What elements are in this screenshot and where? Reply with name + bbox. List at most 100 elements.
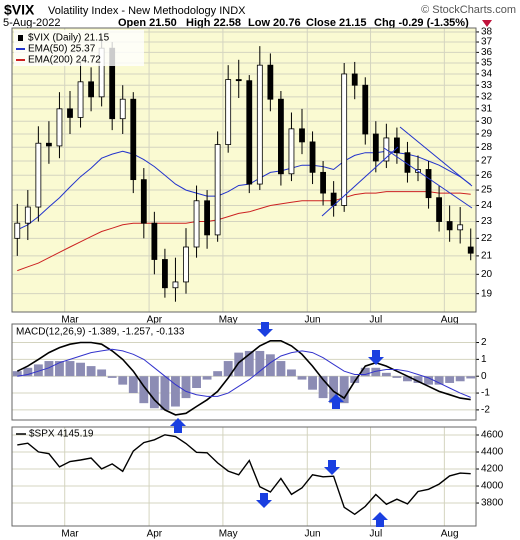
y-tick-label: 24: [481, 200, 493, 211]
histogram-bar: [360, 367, 370, 377]
y-tick-label: 22: [481, 233, 493, 244]
candle-body: [467, 246, 474, 254]
y-tick-label: 35: [481, 58, 493, 69]
y-tick-label: 36: [481, 47, 493, 58]
candle-body: [119, 98, 126, 120]
histogram-bar: [33, 364, 43, 377]
candle-body: [35, 142, 42, 208]
candle-body: [204, 200, 210, 236]
histogram-bar: [118, 376, 128, 385]
y-tick-label: 4400: [481, 447, 504, 458]
x-tick-label: Jul: [369, 529, 382, 540]
candle-body: [130, 98, 137, 181]
histogram-bar: [371, 367, 381, 377]
candle-body: [24, 206, 31, 224]
histogram-bar: [76, 362, 85, 377]
line-series: [17, 434, 471, 516]
y-tick-label: 32: [481, 91, 493, 102]
histogram-bar: [192, 376, 201, 388]
y-tick-label: 38: [481, 27, 493, 38]
histogram-bar: [244, 350, 254, 377]
histogram-bar: [160, 376, 170, 410]
histogram-bar: [434, 376, 444, 385]
histogram-bar: [339, 376, 349, 404]
histogram-bar: [213, 371, 223, 377]
plot-area: 1920212223242526272829303132333435363738…: [11, 27, 504, 540]
legend-box: [14, 30, 144, 66]
histogram-bar: [12, 371, 22, 377]
stat: Open 21.50: [118, 17, 177, 29]
y-tick-label: 3800: [481, 498, 504, 509]
x-tick-label: May: [219, 315, 238, 326]
y-tick-label: 34: [481, 69, 493, 80]
y-tick-label: 33: [481, 80, 493, 91]
y-tick-label: 19: [481, 288, 493, 299]
histogram-bar: [97, 369, 107, 377]
candle-body: [351, 73, 358, 86]
candle-body: [225, 79, 232, 145]
up-arrow: [328, 394, 344, 409]
candle-body: [235, 79, 242, 82]
trendline: [321, 146, 399, 217]
histogram-bar: [55, 361, 64, 377]
histogram-bar: [308, 376, 317, 390]
histogram-bar: [445, 376, 455, 383]
histogram-bar: [392, 376, 402, 378]
histogram-bar: [329, 376, 339, 404]
histogram-bar: [181, 376, 191, 399]
down-arrow: [257, 322, 273, 337]
trendline: [383, 147, 473, 209]
candle-body: [320, 171, 326, 194]
histogram-bar: [149, 376, 159, 409]
x-tick-label: Apr: [147, 529, 163, 540]
stat: Chg -0.29 (-1.35%): [374, 17, 469, 29]
x-tick-label: Mar: [61, 315, 79, 326]
x-tick-label: May: [219, 529, 238, 540]
y-tick-label: 31: [481, 103, 493, 114]
y-tick-label: 30: [481, 116, 493, 127]
y-tick-label: -2: [481, 405, 490, 416]
panel-border: [11, 323, 477, 421]
y-tick-label: 4200: [481, 464, 504, 475]
candle-body: [446, 221, 453, 231]
copyright: © StockCharts.com: [421, 4, 516, 16]
candle-body: [278, 98, 284, 175]
legend-label: EMA(200) 24.72: [28, 55, 101, 66]
down-arrow: [324, 460, 340, 475]
line-series: [16, 340, 471, 416]
line-series: [17, 191, 471, 272]
y-tick-label: 25: [481, 185, 493, 196]
histogram-bar: [350, 376, 360, 383]
y-tick-label: 37: [481, 37, 493, 48]
histogram-bar: [223, 361, 233, 377]
y-tick-label: 4000: [481, 481, 504, 492]
y-tick-label: 4600: [481, 430, 504, 441]
stat: Close 21.15: [306, 17, 367, 29]
panel-border: [11, 27, 477, 313]
histogram-bar: [65, 361, 75, 377]
candle-body: [256, 64, 263, 185]
y-tick-label: 26: [481, 170, 493, 181]
candle-body: [183, 246, 189, 283]
candle-body: [246, 80, 253, 185]
panel-title: MACD(12,26,9) -1.389, -1.257, -0.133: [16, 327, 185, 338]
histogram-bar: [413, 376, 423, 383]
security-name: Volatility Index - New Methodology INDX: [48, 5, 246, 17]
y-tick-label: 29: [481, 129, 493, 140]
candle-body: [362, 84, 369, 135]
histogram-bar: [107, 376, 117, 378]
y-tick-label: -1: [481, 388, 490, 399]
candle-body: [162, 259, 168, 289]
y-tick-label: 2: [481, 337, 487, 348]
candle-body: [267, 64, 274, 100]
histogram-bar: [297, 376, 307, 380]
up-arrow: [372, 512, 388, 527]
legend-swatch: [18, 35, 23, 41]
candle-body: [56, 108, 63, 147]
stat: Low 20.76: [248, 17, 301, 29]
candle-body: [425, 169, 432, 199]
panel-title: $SPX 4145.19: [29, 429, 94, 440]
y-tick-label: 0: [481, 371, 487, 382]
histogram-bar: [23, 367, 33, 377]
